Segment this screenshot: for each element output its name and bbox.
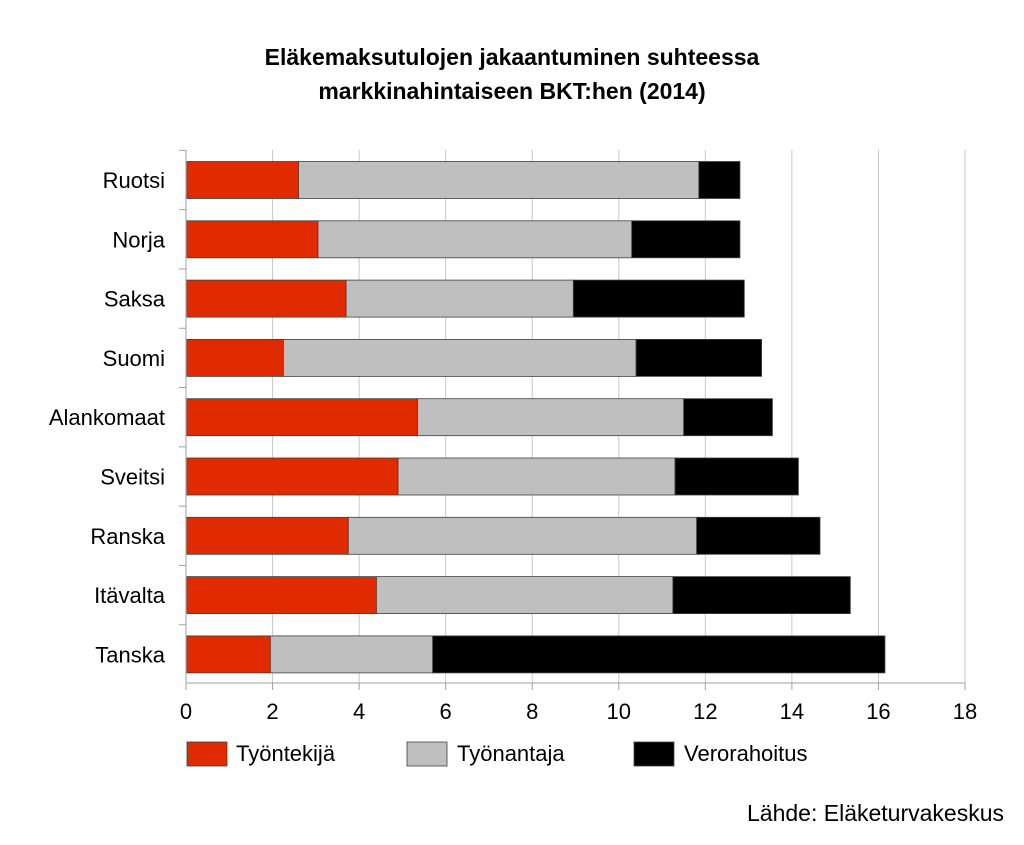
bar-segment <box>347 516 698 555</box>
bar-segment <box>185 338 284 377</box>
bar-segment <box>185 220 319 259</box>
category-label: Ranska <box>90 524 165 549</box>
x-tick-label: 2 <box>266 699 278 724</box>
bar-segment <box>185 576 377 614</box>
category-label: Sveitsi <box>100 465 165 490</box>
bar-segment <box>635 338 762 377</box>
bar-segment <box>672 576 851 614</box>
x-tick-label: 12 <box>693 699 717 724</box>
x-tick-label: 0 <box>180 699 192 724</box>
x-tick-label: 14 <box>780 699 804 724</box>
bar-segment <box>696 516 821 555</box>
bar-segment <box>698 161 741 199</box>
bar-segment <box>317 220 633 259</box>
legend-swatch <box>406 741 448 767</box>
category-label: Saksa <box>104 287 166 312</box>
legend-label: Työnantaja <box>457 741 565 766</box>
bar-segment <box>376 576 674 614</box>
bar-segment <box>674 457 799 496</box>
bars <box>185 161 886 674</box>
x-tick-label: 6 <box>440 699 452 724</box>
axes: 0 2 4 6 8 10 12 14 16 18 Ruotsi Norja Saksa Suomi Alan… <box>49 149 977 724</box>
bar-segment <box>572 279 745 318</box>
bar-segment <box>282 338 637 377</box>
bar-segment <box>185 398 418 437</box>
x-tick-label: 4 <box>353 699 365 724</box>
legend-label: Työntekijä <box>236 741 336 766</box>
category-label: Suomi <box>103 346 165 371</box>
legend-swatch <box>186 741 228 767</box>
chart-title: Eläkemaksutulojen jakaantuminen suhteess… <box>0 40 1024 108</box>
bar-segment <box>185 161 299 199</box>
bar-segment <box>185 457 399 496</box>
bar-segment <box>185 516 349 555</box>
bar-segment <box>345 279 574 318</box>
category-label: Itävalta <box>94 583 166 608</box>
bar-segment <box>185 635 271 674</box>
chart-title-line-2: markkinahintaiseen BKT:hen (2014) <box>318 78 706 104</box>
bar-segment <box>298 161 700 199</box>
bar-segment <box>683 398 773 437</box>
bar-segment <box>269 635 434 674</box>
category-label: Norja <box>112 227 165 252</box>
x-tick-label: 10 <box>607 699 631 724</box>
legend-label: Verorahoitus <box>684 741 808 766</box>
category-label: Ruotsi <box>103 168 165 193</box>
bar-segment <box>397 457 676 496</box>
category-label: Tanska <box>95 642 165 667</box>
source-note: Lähde: Eläketurvakeskus <box>747 800 1004 826</box>
x-tick-label: 18 <box>953 699 977 724</box>
bar-segment <box>631 220 741 259</box>
bar-segment <box>432 635 886 674</box>
chart-title-line-1: Eläkemaksutulojen jakaantuminen suhteess… <box>264 44 760 70</box>
x-tick-label: 16 <box>866 699 890 724</box>
x-tick-label: 8 <box>526 699 538 724</box>
legend: Työntekijä Työnantaja Verorahoitus <box>186 741 808 767</box>
bar-segment <box>417 398 685 437</box>
legend-swatch <box>633 741 675 767</box>
category-label: Alankomaat <box>49 405 165 430</box>
bar-segment <box>185 279 347 318</box>
